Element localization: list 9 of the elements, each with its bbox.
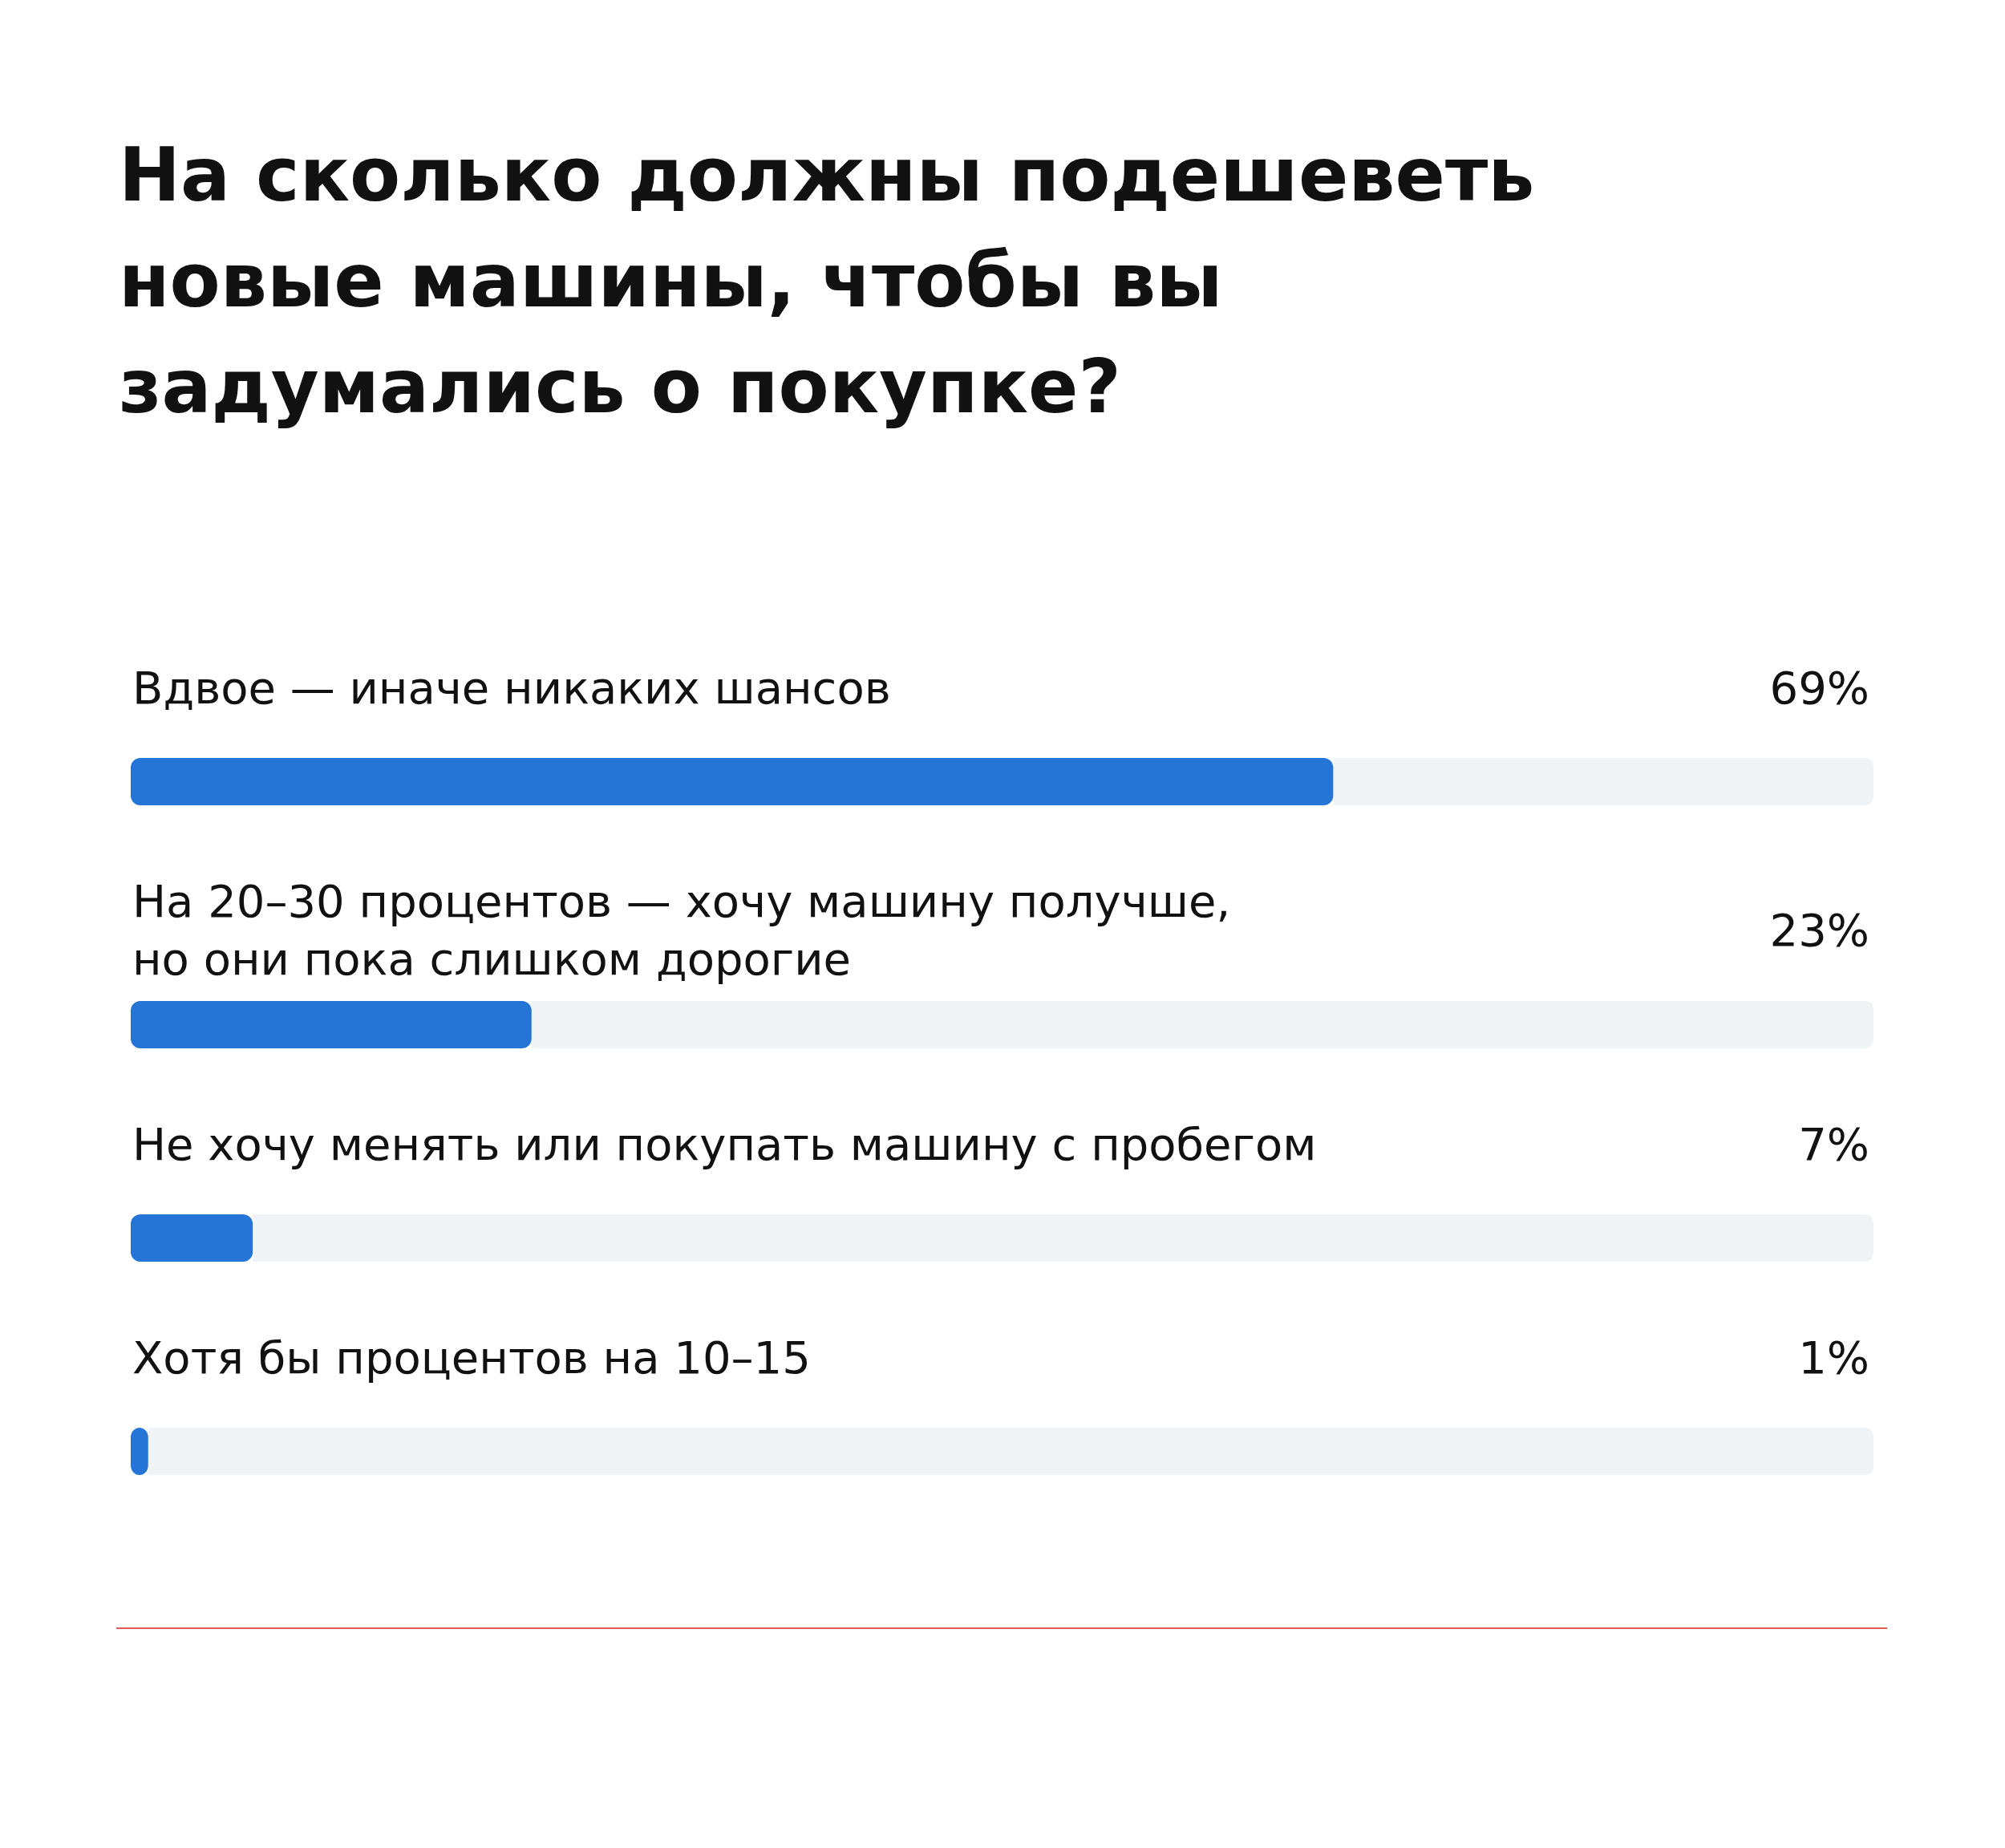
y-tick-label: На 20–30 процентов — хочу машину получше, но они пока слишком дорогие: [132, 875, 1231, 985]
data-label: 7%: [1798, 1118, 1869, 1170]
y-tick-label: Хотя бы процентов на 10–15: [132, 1331, 811, 1384]
data-label: 23%: [1769, 904, 1869, 956]
data-label: 69%: [1769, 662, 1869, 714]
data-label: 1%: [1798, 1331, 1869, 1384]
chart-title: На сколько должны подешеветь новые машины, чтобы вы задумались о покупке?: [119, 132, 1535, 430]
y-tick-label: Не хочу менять или покупать машину с пробегом: [132, 1118, 1317, 1170]
y-tick-label: Вдвое — иначе никаких шансов: [132, 662, 891, 714]
